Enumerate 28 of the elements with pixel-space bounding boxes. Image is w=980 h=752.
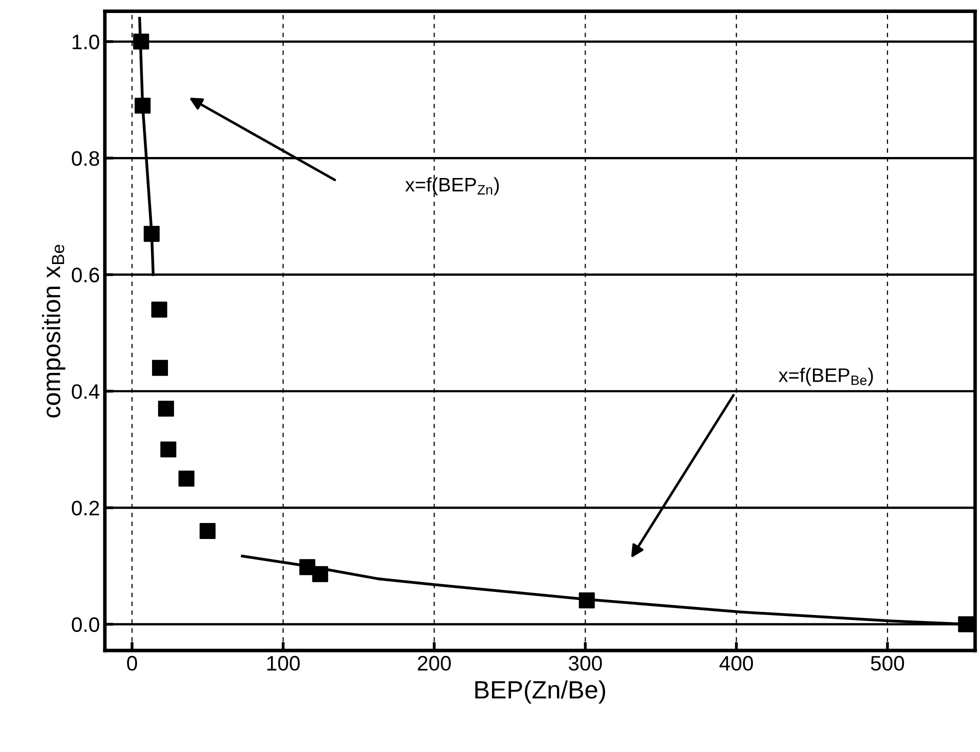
annotation: x=f(BEP$_{Be}$) [778, 368, 873, 386]
point [152, 360, 168, 376]
point [144, 226, 160, 242]
point [133, 34, 150, 50]
point [178, 470, 194, 487]
y-axis-title: composition x$_{Be}$ [42, 244, 66, 418]
point [578, 592, 595, 608]
y-tick-label: 0.8 [72, 151, 100, 166]
point [958, 616, 974, 632]
point [312, 566, 328, 582]
point [151, 302, 168, 318]
y-tick-label: 0.4 [72, 384, 100, 399]
y-tick-label: 0.6 [72, 268, 100, 282]
point [160, 441, 176, 458]
y-tick-label: 1.0 [72, 34, 100, 50]
x-tick-label: 0 [127, 656, 138, 671]
x-tick-label: 300 [568, 656, 602, 671]
annotation: x=f(BEP$_{Zn}$) [405, 177, 499, 196]
x-axis-title: BEP(Zn/Be) [475, 680, 606, 704]
point [200, 523, 216, 540]
y-tick-label: 0.0 [72, 617, 100, 632]
x-tick-label: 200 [418, 656, 451, 671]
point [134, 98, 151, 114]
point [158, 400, 174, 417]
x-tick-label: 100 [267, 656, 300, 671]
x-tick-label: 500 [870, 656, 904, 671]
x-tick-label: 400 [719, 656, 753, 671]
y-tick-label: 0.2 [72, 500, 99, 516]
